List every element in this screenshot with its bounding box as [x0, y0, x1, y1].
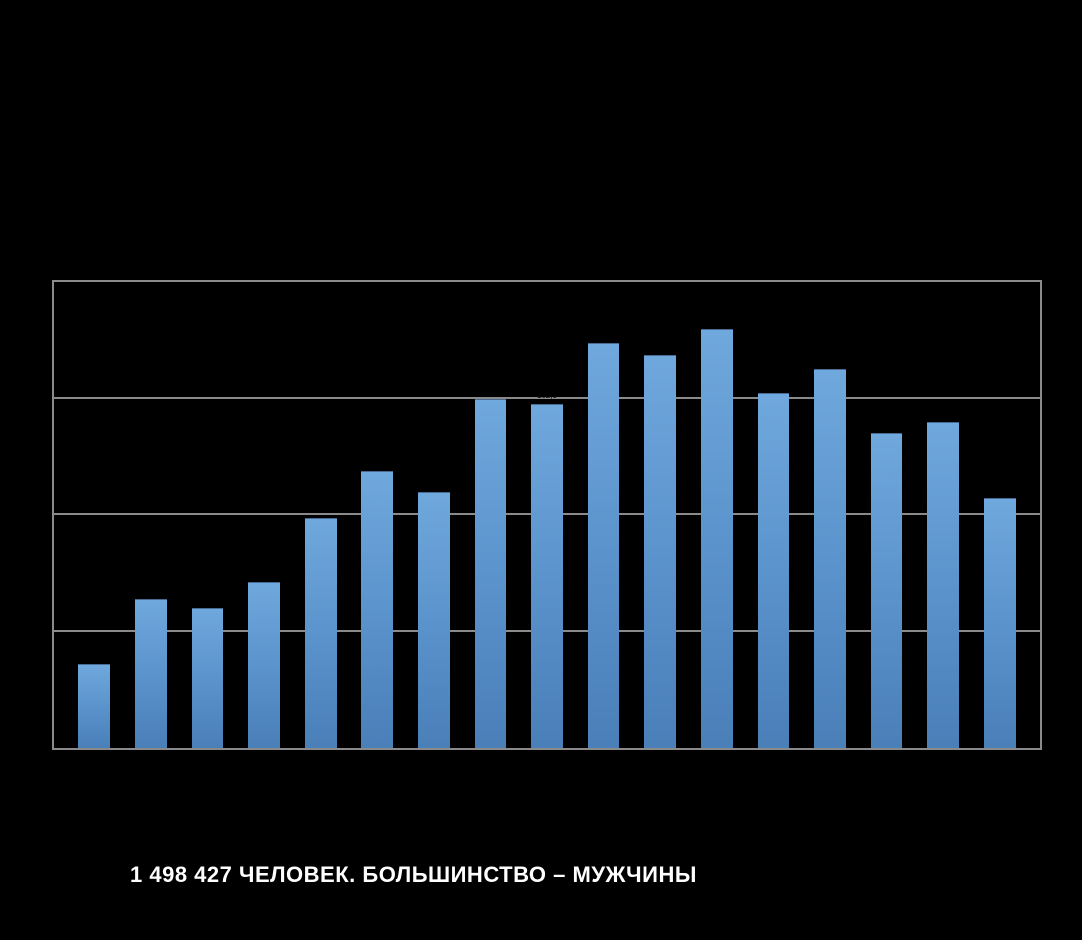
bar	[192, 608, 224, 748]
bar	[814, 369, 846, 748]
bar-slot	[66, 282, 123, 748]
bar-slot	[123, 282, 180, 748]
bar	[701, 329, 733, 748]
bar	[758, 393, 790, 748]
bar-chart: 67,5 102,9	[52, 280, 1042, 750]
bar	[871, 433, 903, 748]
bar	[475, 399, 507, 749]
bar-slot: 102,9	[519, 282, 576, 748]
bar	[588, 343, 620, 748]
bar-slot: 67,5	[292, 282, 349, 748]
bar	[78, 664, 110, 748]
bar-slot	[575, 282, 632, 748]
bar: 102,9	[531, 404, 563, 748]
bar	[418, 492, 450, 748]
chart-caption: 1 498 427 ЧЕЛОВЕК. БОЛЬШИНСТВО – МУЖЧИНЫ	[130, 862, 697, 888]
bar-slot	[858, 282, 915, 748]
bar	[927, 422, 959, 748]
bar	[248, 582, 280, 748]
bar-slot	[689, 282, 746, 748]
bars-area: 67,5 102,9	[54, 282, 1040, 748]
bar	[135, 599, 167, 748]
bar-slot	[802, 282, 859, 748]
bar: 67,5	[305, 518, 337, 748]
bar-slot	[406, 282, 463, 748]
chart-frame: 67,5 102,9	[52, 280, 1042, 750]
bar-value-label: 102,9	[537, 391, 557, 400]
bar-slot	[972, 282, 1029, 748]
bar-slot	[745, 282, 802, 748]
bar-slot	[462, 282, 519, 748]
bar	[644, 355, 676, 748]
bar-slot	[349, 282, 406, 748]
bar-slot	[632, 282, 689, 748]
bar-slot	[236, 282, 293, 748]
bar	[984, 498, 1016, 748]
bar-slot	[179, 282, 236, 748]
bar	[361, 471, 393, 748]
bar-value-label: 67,5	[313, 505, 329, 514]
bar-slot	[915, 282, 972, 748]
